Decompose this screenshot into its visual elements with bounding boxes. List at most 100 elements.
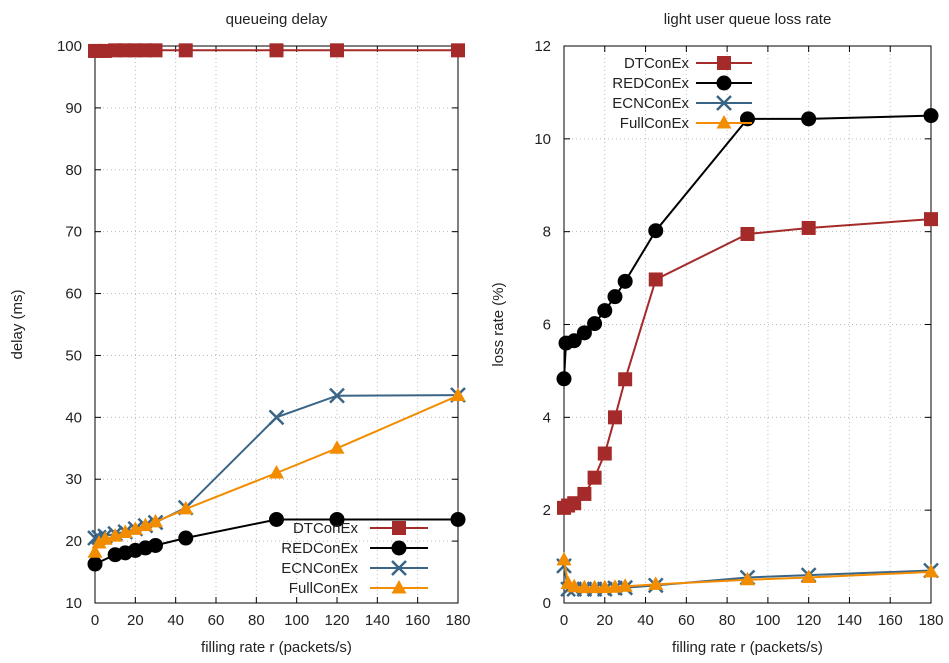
series-redconex	[556, 108, 939, 387]
data-point	[330, 43, 344, 58]
x-tick-label: 80	[719, 612, 736, 629]
y-tick-label: 40	[65, 409, 82, 426]
data-point	[566, 578, 582, 593]
legend-swatch-marker	[391, 560, 407, 576]
legend-label: DTConEx	[293, 520, 359, 537]
legend-label: ECNConEx	[281, 560, 358, 577]
legend-swatch-marker	[717, 56, 731, 70]
data-point	[87, 544, 103, 558]
data-point	[576, 579, 592, 594]
data-point	[450, 511, 466, 527]
x-tick-label: 160	[405, 612, 430, 629]
x-tick-label: 40	[167, 612, 184, 629]
legend: DTConEx REDConEx ECNConEx FullConEx	[612, 55, 752, 132]
data-point	[597, 303, 613, 319]
data-point	[648, 272, 663, 287]
data-point	[587, 316, 603, 332]
series-redconex	[87, 511, 466, 572]
data-point	[87, 556, 103, 572]
x-tick-label: 0	[91, 612, 99, 629]
y-tick-label: 50	[65, 347, 82, 364]
data-point	[607, 410, 622, 425]
data-point	[148, 537, 163, 553]
series-line	[563, 114, 932, 379]
legend-swatch-marker	[716, 95, 732, 111]
y-tick-label: 60	[65, 286, 82, 303]
data-point	[607, 289, 623, 305]
data-point	[597, 579, 613, 594]
chart-title: queueing delay	[226, 11, 328, 28]
x-tick-label: 100	[755, 612, 780, 629]
legend: DTConEx REDConEx ECNConEx FullConEx	[281, 520, 428, 597]
x-tick-label: 120	[324, 612, 349, 629]
data-point	[566, 333, 582, 349]
y-axis-label: delay (ms)	[9, 289, 26, 359]
legend-swatch-marker	[716, 115, 732, 129]
chart-title: light user queue loss rate	[664, 11, 832, 28]
data-point	[924, 212, 938, 227]
x-tick-label: 180	[445, 612, 470, 629]
data-point	[178, 500, 194, 515]
data-point	[269, 43, 284, 58]
x-axis-label: filling rate r (packets/s)	[672, 639, 823, 656]
legend-swatch-marker	[391, 580, 407, 594]
y-tick-label: 20	[65, 533, 82, 550]
data-point	[587, 579, 603, 594]
y-tick-label: 30	[65, 471, 82, 488]
data-point	[148, 513, 163, 528]
legend-label: REDConEx	[281, 540, 358, 557]
data-point	[597, 446, 612, 461]
x-tick-label: 0	[560, 612, 568, 629]
x-tick-label: 120	[796, 612, 821, 629]
series-fullconex	[556, 551, 939, 594]
data-point	[269, 465, 284, 479]
data-point	[91, 534, 107, 549]
data-point	[587, 470, 602, 485]
series-line	[563, 218, 932, 509]
legend-label: DTConEx	[624, 55, 690, 72]
y-tick-label: 2	[543, 502, 551, 519]
x-tick-label: 180	[918, 612, 943, 629]
y-tick-label: 10	[534, 131, 551, 148]
legend-swatch-marker	[392, 521, 406, 535]
series-dtconex	[557, 212, 938, 515]
legend-label: ECNConEx	[612, 95, 689, 112]
x-tick-label: 80	[248, 612, 265, 629]
data-point	[269, 511, 284, 527]
data-point	[576, 325, 592, 341]
data-point	[268, 409, 285, 426]
y-tick-label: 12	[534, 38, 551, 55]
data-point	[648, 576, 664, 590]
data-point	[329, 440, 345, 454]
data-point	[740, 226, 755, 241]
y-tick-label: 4	[543, 409, 551, 426]
y-tick-label: 10	[65, 595, 82, 612]
data-point	[801, 569, 817, 583]
data-point	[618, 372, 633, 387]
x-tick-label: 160	[878, 612, 903, 629]
data-point	[450, 387, 466, 402]
chart-2: 0 20 40 60 80 100 120 140 160 180 0 2 4 6 8 10 12 light u…	[490, 11, 944, 656]
y-tick-label: 100	[57, 38, 82, 55]
y-tick-label: 8	[543, 224, 551, 241]
y-axis-label: loss rate (%)	[490, 282, 507, 366]
data-point	[577, 486, 592, 501]
data-point	[648, 223, 664, 239]
legend-label: REDConEx	[612, 75, 689, 92]
data-point	[740, 111, 755, 127]
y-tick-label: 0	[543, 595, 551, 612]
data-point	[617, 273, 633, 289]
data-point	[801, 111, 817, 127]
data-point	[923, 563, 939, 578]
x-tick-label: 60	[678, 612, 695, 629]
data-point	[107, 528, 123, 542]
data-point	[127, 521, 143, 535]
legend-label: FullConEx	[620, 115, 690, 132]
data-point	[137, 517, 153, 532]
data-point	[740, 571, 755, 586]
legend-swatch-marker	[391, 540, 407, 556]
x-tick-label: 60	[208, 612, 225, 629]
data-point	[923, 108, 939, 124]
data-point	[556, 371, 572, 387]
